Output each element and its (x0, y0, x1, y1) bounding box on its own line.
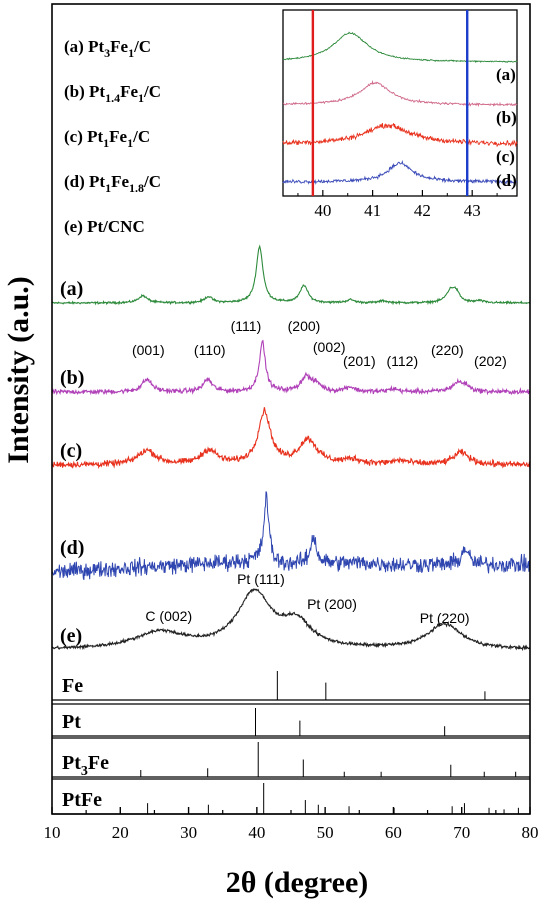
peak-label: (001) (132, 342, 165, 358)
x-tick-label: 20 (112, 823, 129, 842)
legend-entry: (b) Pt1.4Fe1/C (64, 82, 161, 105)
series-label: (e) (60, 625, 82, 647)
series-line (51, 244, 531, 306)
x-tick-label: 30 (180, 823, 197, 842)
peak-label: Pt (220) (420, 610, 470, 626)
peak-label: (200) (288, 318, 321, 334)
reference-label: Fe (62, 675, 83, 697)
inset-series-line (282, 122, 518, 148)
legend-entry: (e) Pt/CNC (64, 217, 145, 236)
inset-x-tick-label: 40 (314, 201, 331, 220)
x-tick-label: 80 (522, 823, 539, 842)
peak-label: (220) (431, 342, 464, 358)
inset-series-line (282, 79, 518, 108)
legend-entry: (a) Pt3Fe1/C (64, 37, 151, 60)
series-label: (c) (60, 440, 82, 462)
reference-label: Pt (62, 711, 81, 733)
inset-x-tick-label: 41 (364, 201, 381, 220)
x-tick-label: 50 (317, 823, 334, 842)
inset-series-line (282, 31, 518, 64)
peak-label: Pt (111) (237, 571, 285, 587)
peak-label: Pt (200) (307, 596, 357, 612)
series-label: (a) (60, 278, 83, 300)
peak-label: (201) (343, 353, 376, 369)
series-line (51, 339, 531, 396)
reference-label: Pt3Fe (62, 752, 109, 779)
y-axis-label: Intensity (a.u.) (2, 276, 35, 464)
series-line (51, 407, 531, 470)
peak-label: (202) (474, 353, 507, 369)
inset-series-label: (c) (496, 147, 515, 166)
inset-series-label: (a) (496, 65, 516, 84)
series-line (51, 587, 531, 652)
inset-series-line (282, 159, 518, 186)
inset-series-label: (b) (496, 108, 517, 127)
x-tick-label: 40 (248, 823, 265, 842)
x-tick-label: 10 (44, 823, 61, 842)
series-label: (d) (60, 537, 84, 559)
inset-series-label: (d) (496, 171, 517, 190)
inset-x-tick-label: 42 (414, 201, 431, 220)
peak-label: (112) (386, 353, 418, 369)
x-axis-label: 2θ (degree) (226, 866, 369, 899)
series-label: (b) (60, 367, 84, 389)
reference-label: PtFe (62, 789, 102, 811)
series-line (51, 491, 531, 581)
legend-entry: (c) Pt1Fe1/C (64, 127, 150, 150)
peak-label: (110) (194, 342, 226, 358)
legend-entry: (d) Pt1Fe1.8/C (64, 172, 161, 195)
x-tick-label: 60 (385, 823, 402, 842)
inset-x-tick-label: 43 (464, 201, 481, 220)
peak-label: C (002) (145, 608, 192, 624)
peak-label: (002) (313, 339, 346, 355)
x-tick-label: 70 (453, 823, 470, 842)
peak-label: (111) (231, 318, 262, 334)
